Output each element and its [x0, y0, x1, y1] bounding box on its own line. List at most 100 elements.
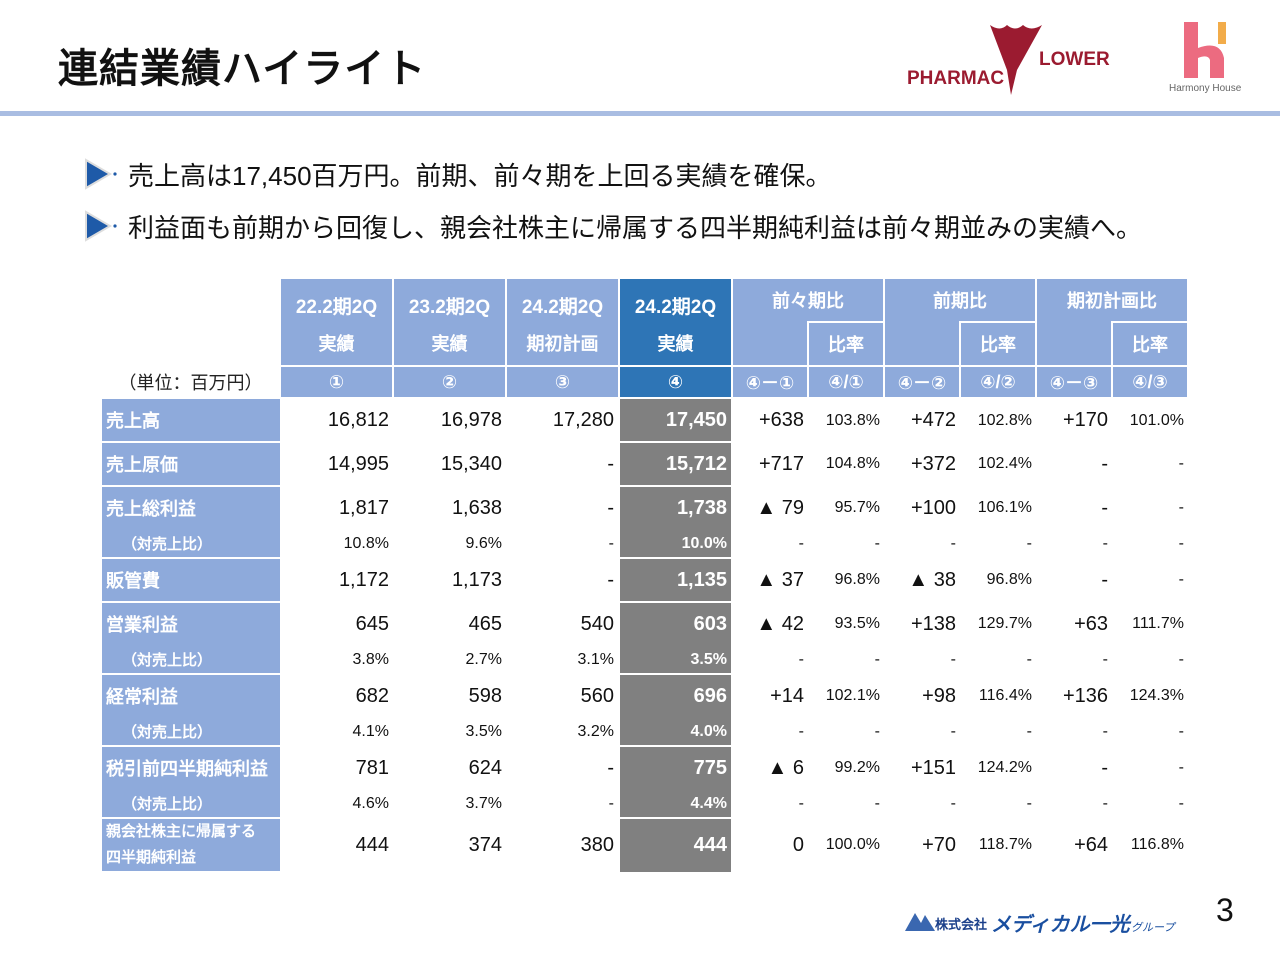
- marker-row: （単位：百万円） ① ② ③ ④ ④－① ④/① ④－② ④/② ④－③ ④/③: [102, 365, 1189, 399]
- period-kind: 期初計画: [526, 334, 599, 354]
- rate-cell: 100.0%: [825, 836, 880, 853]
- table-row: 売上原価 14,995 15,340-15,712 +717 104.8% +372 102…: [102, 441, 1188, 487]
- svg-text:LOWER: LOWER: [1039, 49, 1110, 70]
- diff-cell: +638: [758, 409, 804, 431]
- svg-text:Harmony House: Harmony House: [1169, 83, 1242, 94]
- ratio-comp-cell: -: [874, 651, 880, 668]
- value-cell: 1,173: [451, 568, 502, 591]
- row-label-text: 経常利益: [106, 687, 178, 707]
- comparison-diff-header: [883, 322, 961, 367]
- diff-cell: +151: [910, 756, 956, 779]
- rate-cell: 99.2%: [834, 759, 880, 776]
- bullet-text: 利益面も前期から回復し、親会社株主に帰属する四半期純利益は前々期並みの実績へ。: [128, 212, 1143, 243]
- page-number: 3: [1216, 892, 1234, 928]
- ratio-comp-cell: -: [1178, 535, 1184, 552]
- period-header: 24.2期2Q 期初計画: [505, 277, 620, 367]
- ratio-comp-cell: -: [950, 535, 956, 552]
- value-cell: 603: [618, 601, 733, 646]
- ratio-label: （対売上比）: [122, 652, 213, 669]
- ratio-cell: 4.6%: [352, 795, 389, 812]
- rate-header: 比率: [959, 321, 1037, 367]
- value-cell: 1,738: [618, 485, 733, 530]
- value-cell: 465: [468, 612, 502, 635]
- harmony-house-logo: Harmony House: [1169, 22, 1242, 94]
- rate-cell: -: [1178, 499, 1184, 516]
- svg-text:PHARMAC: PHARMAC: [907, 68, 1004, 89]
- diff-marker: ④－③: [1035, 365, 1113, 399]
- ratio-comp-cell: -: [798, 651, 804, 668]
- medical-ikkou-group-logo: 株式会社 メディカル一光 グループ: [905, 913, 1176, 936]
- row-label: 経常利益 （対売上比）: [102, 673, 280, 747]
- comparison-header: 前期比: [883, 277, 1037, 322]
- table-subrow: 4.1% 3.5% 3.2% 4.0% - - - - - -: [102, 718, 1188, 746]
- results-table: 22.2期2Q 実績 23.2期2Q 実績 24.2期2Q 期初計画 24.2期2Q 実績 前々…: [102, 277, 1189, 873]
- table-subrow: 3.8% 2.7% 3.1% 3.5% - - - - - -: [102, 646, 1188, 674]
- rate-cell: 104.8%: [825, 455, 880, 472]
- value-cell: 624: [468, 756, 502, 779]
- rate-cell: 116.4%: [978, 687, 1032, 704]
- ratio-comp-cell: -: [798, 795, 804, 812]
- ratio-cell: 4.0%: [618, 718, 733, 746]
- rate-cell: 102.4%: [977, 455, 1032, 472]
- ratio-comp-cell: -: [1178, 795, 1184, 812]
- ratio-cell: 10.8%: [343, 535, 389, 552]
- diff-cell: +63: [1074, 612, 1108, 635]
- rate-header: 比率: [1111, 321, 1189, 367]
- diff-cell: +372: [910, 452, 956, 475]
- value-cell: 645: [355, 612, 389, 635]
- row-label: 売上原価: [102, 441, 280, 487]
- ratio-comp-cell: -: [1026, 651, 1032, 668]
- period-marker: ③: [505, 365, 620, 399]
- diff-cell: -: [1101, 568, 1108, 591]
- rate-cell: 129.7%: [977, 615, 1032, 632]
- rate-header: 比率: [807, 321, 885, 367]
- diff-cell: 0: [792, 833, 804, 856]
- ratio-comp-cell: -: [874, 535, 880, 552]
- value-cell: 444: [618, 817, 733, 872]
- rate-cell: 124.2%: [977, 759, 1032, 776]
- header-divider: [0, 111, 1280, 116]
- rate-cell: 118.7%: [978, 836, 1032, 853]
- table-row: 販管費 1,172 1,173-1,135 ▲ 37 96.8% ▲ 38 96.8% - -: [102, 557, 1188, 603]
- header-row: 比率 比率 比率: [102, 321, 1189, 367]
- rate-cell: 96.8%: [834, 571, 880, 588]
- ratio-comp-cell: -: [1026, 795, 1032, 812]
- value-cell: 374: [468, 833, 502, 856]
- value-cell: 380: [580, 833, 614, 856]
- ratio-cell: -: [608, 535, 614, 552]
- ratio-comp-cell: -: [1178, 651, 1184, 668]
- diff-cell: -: [1101, 756, 1108, 779]
- value-cell: 444: [355, 833, 389, 856]
- period-kind: 実績: [318, 334, 355, 354]
- ratio-cell: 3.5%: [465, 723, 502, 740]
- ratio-comp-cell: -: [1102, 795, 1108, 812]
- value-cell: -: [607, 496, 614, 519]
- ratio-label: （対売上比）: [122, 796, 213, 813]
- diff-cell: +136: [1062, 684, 1108, 707]
- bullet-item: 利益面も前期から回復し、親会社株主に帰属する四半期純利益は前々期並みの実績へ。: [82, 200, 1142, 252]
- page-title: 連結業績ハイライト: [58, 47, 427, 91]
- ratio-label: （対売上比）: [122, 724, 213, 741]
- diff-cell: ▲ 42: [756, 612, 804, 635]
- rate-cell: 102.8%: [977, 411, 1032, 429]
- value-cell: 1,817: [338, 496, 389, 519]
- ratio-comp-cell: -: [950, 795, 956, 812]
- row-label-line: 親会社株主に帰属する: [106, 823, 257, 840]
- ratio-cell: 3.5%: [618, 646, 733, 674]
- row-label-line: 四半期純利益: [106, 849, 197, 866]
- period-header: 23.2期2Q 実績: [392, 277, 507, 367]
- table-row: 売上総利益 （対売上比） 1,817 1,638-1,738 ▲ 79 95.7% +100…: [102, 485, 1188, 559]
- diff-cell: +472: [910, 409, 956, 431]
- rate-cell: 103.8%: [825, 411, 880, 429]
- value-cell: 1,135: [618, 557, 733, 602]
- pharmacy-flower-logo: PHARMAC LOWER: [907, 25, 1110, 95]
- diff-cell: -: [1101, 496, 1108, 519]
- value-cell: 15,340: [440, 452, 502, 475]
- diff-cell: ▲ 38: [908, 568, 956, 591]
- rate-cell: -: [1178, 759, 1184, 776]
- play-arrow-icon: [85, 158, 117, 190]
- value-cell: 781: [355, 756, 389, 779]
- ratio-cell: -: [608, 795, 614, 812]
- svg-text:メディカル一光: メディカル一光: [991, 913, 1132, 936]
